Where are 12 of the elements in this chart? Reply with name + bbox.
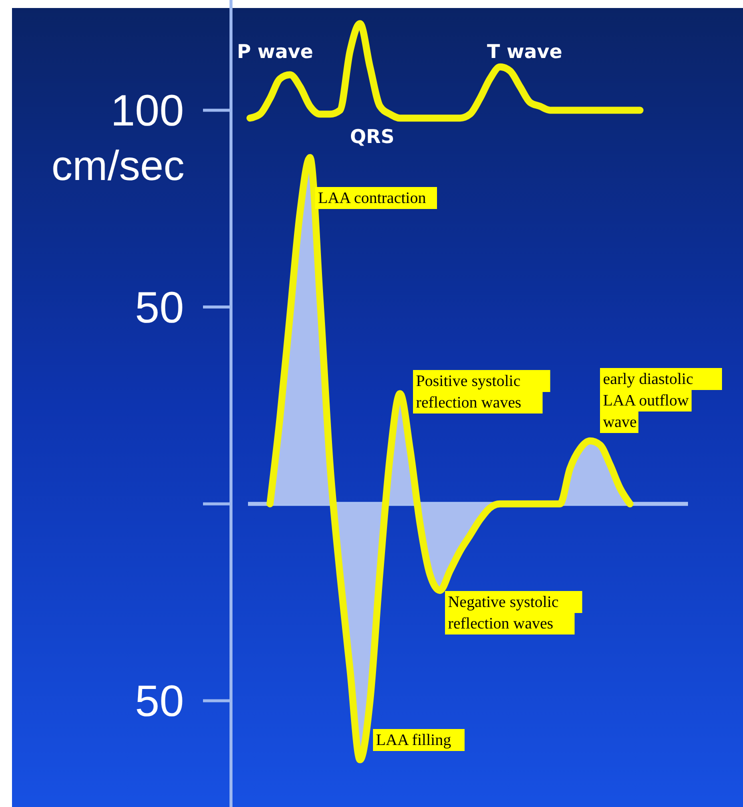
annotation: LAA contraction <box>318 190 426 207</box>
y-tick-label: 50 <box>135 283 184 332</box>
annotation: T wave <box>487 41 562 63</box>
annotation: Negative systolic reflection waves <box>448 594 559 632</box>
annotation: LAA filling <box>376 732 452 749</box>
y-tick-label: 100 <box>110 86 184 136</box>
y-tick-label: 50 <box>135 677 184 726</box>
annotation: Positive systolic reflection waves <box>416 373 522 412</box>
y-axis-title: cm/sec <box>51 142 185 190</box>
annotation: early diastolic LAA outflow wave <box>603 371 694 431</box>
annotation: QRS <box>350 126 394 148</box>
annotation: P wave <box>237 41 314 63</box>
